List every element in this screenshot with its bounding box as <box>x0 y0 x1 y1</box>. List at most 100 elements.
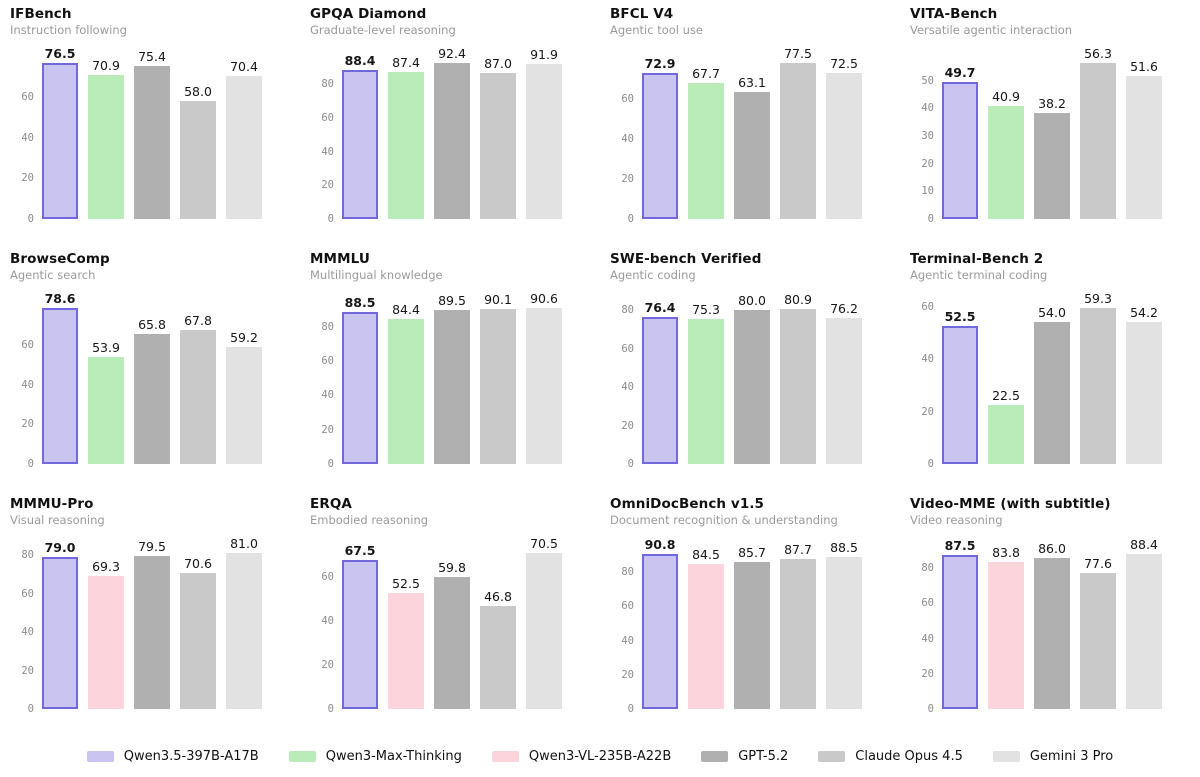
bar-value-label: 70.4 <box>230 58 258 74</box>
bars-group: 76.5 70.9 75.4 58.0 70.4 <box>42 46 262 219</box>
bar-value-label: 72.9 <box>644 55 676 71</box>
bar-gpt-5-2 <box>434 310 470 464</box>
bar-slot: 88.5 <box>826 540 862 709</box>
bar-value-label: 54.2 <box>1130 304 1158 320</box>
bar-slot: 90.8 <box>642 537 678 709</box>
benchmark-chart-gpqa-diamond: GPQA Diamond Graduate-level reasoning 0 2… <box>300 0 600 245</box>
bar-slot: 87.5 <box>942 538 978 709</box>
bar-claude-opus-4-5 <box>180 101 216 219</box>
bar-value-label: 90.8 <box>644 536 676 552</box>
bar-slot: 90.6 <box>526 291 562 464</box>
bar-slot: 76.5 <box>42 46 78 219</box>
y-axis-tick-label: 0 <box>27 458 34 470</box>
benchmark-chart-ifbench: IFBench Instruction following 0 20 40 60 76… <box>0 0 300 245</box>
legend-item-claude-opus-4-5: Claude Opus 4.5 <box>818 749 963 764</box>
bar-claude-opus-4-5 <box>780 558 816 709</box>
bar-slot: 58.0 <box>180 84 216 219</box>
bar-slot: 65.8 <box>134 317 170 464</box>
bar-value-label: 77.6 <box>1084 555 1112 571</box>
bar-slot: 59.8 <box>434 560 470 709</box>
bar-slot: 54.2 <box>1126 305 1162 464</box>
bar-gemini-3-pro <box>226 75 262 219</box>
y-axis-tick-label: 40 <box>921 102 934 115</box>
bar-slot: 63.1 <box>734 75 770 219</box>
bar-slot: 84.4 <box>388 302 424 464</box>
bar-slot: 70.5 <box>526 536 562 709</box>
bar-qwen3-vl-235b-a22b <box>688 564 724 709</box>
bar-gemini-3-pro <box>226 346 262 464</box>
bar-slot: 79.0 <box>42 540 78 709</box>
bar-claude-opus-4-5 <box>780 308 816 464</box>
legend-swatch <box>288 750 316 762</box>
bar-value-label: 70.6 <box>184 556 212 572</box>
bar-value-label: 67.7 <box>692 66 720 82</box>
y-axis-tick-label: 20 <box>621 419 634 432</box>
chart-subtitle: Agentic tool use <box>610 23 703 37</box>
y-axis-tick-label: 20 <box>621 172 634 185</box>
bar-gemini-3-pro <box>1126 321 1162 464</box>
benchmark-chart-erqa: ERQA Embodied reasoning 0 20 40 60 67.5 52.5… <box>300 490 600 735</box>
bar-gemini-3-pro <box>826 73 862 219</box>
y-axis-tick-label: 20 <box>21 418 34 431</box>
y-axis-tick-label: 40 <box>921 632 934 645</box>
bar-qwen3-5-397b-a17b <box>642 317 678 464</box>
bar-slot: 56.3 <box>1080 46 1116 219</box>
y-axis-tick-label: 20 <box>21 172 34 185</box>
y-axis-tick-label: 0 <box>927 703 934 715</box>
bar-value-label: 87.5 <box>944 538 976 554</box>
bar-qwen3-5-397b-a17b <box>42 557 78 709</box>
bar-slot: 87.4 <box>388 55 424 219</box>
bar-value-label: 22.5 <box>992 387 1020 403</box>
chart-title: Terminal-Bench 2 <box>910 251 1044 267</box>
bar-qwen3-5-397b-a17b <box>942 326 978 464</box>
bars-group: 79.0 69.3 79.5 70.6 81.0 <box>42 536 262 709</box>
bar-gpt-5-2 <box>1034 113 1070 219</box>
bar-claude-opus-4-5 <box>480 72 516 219</box>
bar-value-label: 72.5 <box>830 56 858 72</box>
bar-qwen3-max-thinking <box>88 357 124 464</box>
chart-title: BFCL V4 <box>610 6 674 22</box>
bar-claude-opus-4-5 <box>1080 63 1116 219</box>
bar-value-label: 59.3 <box>1084 291 1112 307</box>
chart-subtitle: Visual reasoning <box>10 513 105 527</box>
y-axis-tick-label: 0 <box>627 213 634 225</box>
y-axis-tick-label: 50 <box>921 74 934 87</box>
bar-slot: 69.3 <box>88 559 124 709</box>
legend-swatch <box>491 750 519 762</box>
chart-subtitle: Graduate-level reasoning <box>310 23 456 37</box>
bar-gpt-5-2 <box>134 333 170 464</box>
bar-value-label: 52.5 <box>944 309 976 325</box>
y-axis-tick-label: 0 <box>327 458 334 470</box>
y-axis-tick-label: 40 <box>321 145 334 158</box>
y-axis-tick-label: 30 <box>921 130 934 143</box>
legend-swatch <box>86 750 114 762</box>
bars-group: 88.5 84.4 89.5 90.1 90.6 <box>342 291 562 464</box>
y-axis-tick-label: 0 <box>327 213 334 225</box>
bar-value-label: 76.4 <box>644 300 676 316</box>
bar-qwen3-max-thinking <box>688 83 724 219</box>
bars-group: 90.8 84.5 85.7 87.7 88.5 <box>642 537 862 709</box>
bar-claude-opus-4-5 <box>180 573 216 709</box>
chart-plot-area: 0 20 40 60 72.9 67.7 63.1 77.5 72.5 <box>610 46 900 225</box>
legend-label: Qwen3.5-397B-A17B <box>123 748 259 764</box>
legend-item-gpt-5-2: GPT-5.2 <box>701 749 788 764</box>
bar-value-label: 78.6 <box>44 291 76 307</box>
chart-plot-area: 0 20 40 60 76.5 70.9 75.4 58.0 70.4 <box>10 46 300 225</box>
y-axis-tick-label: 80 <box>321 78 334 91</box>
chart-subtitle: Instruction following <box>10 23 127 37</box>
bar-slot: 67.8 <box>180 313 216 464</box>
y-axis-tick-label: 60 <box>21 339 34 352</box>
bar-slot: 88.4 <box>342 53 378 219</box>
bar-claude-opus-4-5 <box>180 329 216 464</box>
legend-item-gemini-3-pro: Gemini 3 Pro <box>992 749 1113 764</box>
bar-value-label: 80.9 <box>784 291 812 307</box>
bar-slot: 46.8 <box>480 589 516 709</box>
bar-value-label: 88.5 <box>830 540 858 556</box>
y-axis-tick-label: 0 <box>927 213 934 225</box>
bar-qwen3-5-397b-a17b <box>42 308 78 464</box>
bar-value-label: 59.2 <box>230 329 258 345</box>
y-axis-tick-label: 60 <box>621 342 634 355</box>
bar-value-label: 52.5 <box>392 576 420 592</box>
y-axis-tick-label: 20 <box>921 157 934 170</box>
bar-qwen3-vl-235b-a22b <box>88 575 124 709</box>
